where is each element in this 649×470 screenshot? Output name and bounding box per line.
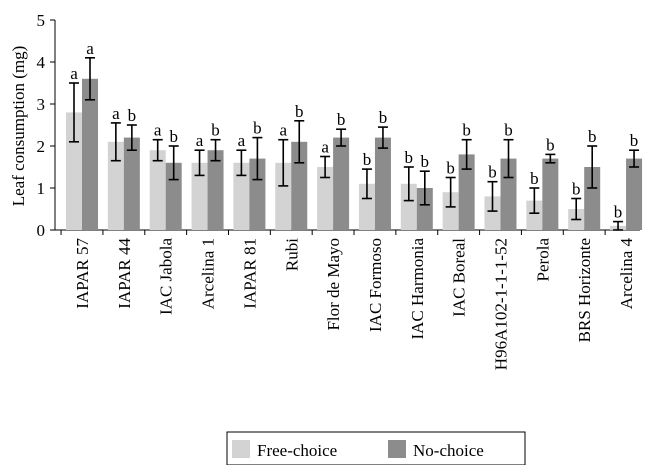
significance-letter-free-choice: a — [238, 131, 246, 150]
bar-no-choice — [123, 137, 140, 230]
y-tick-label: 1 — [37, 179, 46, 198]
bar-no-choice — [500, 158, 517, 230]
significance-letter-no-choice: a — [86, 39, 94, 58]
significance-letter-no-choice: b — [421, 152, 430, 171]
bar-free-choice — [442, 192, 459, 230]
y-tick-label: 0 — [37, 221, 46, 240]
bar-no-choice — [374, 137, 391, 230]
bar-free-choice — [526, 200, 543, 230]
significance-letter-free-choice: a — [279, 121, 287, 140]
significance-letter-no-choice: b — [379, 108, 388, 127]
category-label: Perola — [533, 238, 552, 282]
significance-letter-no-choice: b — [630, 131, 639, 150]
category-label: IAPAR 81 — [240, 238, 259, 309]
significance-letter-no-choice: b — [546, 135, 555, 154]
legend-swatch-free-choice — [232, 440, 250, 458]
category-label: IAC Boreal — [450, 238, 469, 317]
bar-no-choice — [333, 137, 350, 230]
bar-no-choice — [249, 158, 266, 230]
significance-letter-no-choice: b — [128, 106, 137, 125]
bar-free-choice — [275, 162, 292, 230]
significance-letter-free-choice: b — [530, 169, 539, 188]
y-axis-title: Leaf consumption (mg) — [9, 46, 28, 207]
significance-letter-free-choice: a — [196, 131, 204, 150]
y-tick-label: 5 — [37, 11, 46, 30]
significance-letter-free-choice: b — [363, 150, 372, 169]
category-label: H96A102-1-1-1-52 — [492, 238, 511, 370]
bar-no-choice — [542, 158, 559, 230]
legend-label-no-choice: No-choice — [413, 441, 484, 460]
bar-free-choice — [107, 141, 124, 230]
significance-letter-no-choice: b — [211, 121, 220, 140]
significance-letter-free-choice: b — [405, 148, 414, 167]
significance-letter-free-choice: b — [446, 159, 455, 178]
legend-swatch-no-choice — [388, 440, 406, 458]
bar-free-choice — [233, 162, 250, 230]
legend-label-free-choice: Free-choice — [257, 441, 337, 460]
bar-no-choice — [458, 154, 475, 230]
category-labels: IAPAR 57 IAPAR 44 IAC Jabola Arcelina 1 IAPA… — [73, 238, 636, 371]
y-tick-label: 4 — [37, 53, 46, 72]
category-label: Arcelina 4 — [617, 238, 636, 310]
significance-letter-free-choice: b — [572, 180, 581, 199]
category-label: BRS Horizonte — [575, 238, 594, 342]
legend: Free-choice No-choice — [226, 431, 526, 466]
significance-letter-free-choice: a — [112, 104, 120, 123]
significance-letter-no-choice: b — [253, 119, 262, 138]
bar-no-choice — [626, 158, 643, 230]
significance-letter-free-choice: a — [154, 121, 162, 140]
significance-letter-no-choice: b — [169, 127, 178, 146]
significance-letter-no-choice: b — [588, 127, 597, 146]
bar-free-choice — [317, 167, 334, 230]
legend-box — [226, 431, 526, 466]
category-label: IAPAR 57 — [73, 238, 92, 309]
significance-letter-no-choice: b — [462, 121, 471, 140]
bar-free-choice — [358, 183, 375, 230]
category-label: IAC Harmonia — [408, 238, 427, 340]
significance-letter-no-choice: b — [295, 102, 304, 121]
category-label: IAC Jabola — [157, 238, 176, 315]
error-bars — [69, 56, 640, 231]
bar-free-choice — [191, 162, 208, 230]
significance-letter-no-choice: b — [337, 110, 346, 129]
bar-no-choice — [82, 78, 98, 230]
bar-no-choice — [584, 167, 601, 230]
bar-free-choice — [400, 183, 417, 230]
bar-no-choice — [291, 141, 308, 230]
bars — [66, 78, 643, 230]
significance-letter-free-choice: a — [321, 138, 329, 157]
significance-letter-free-choice: b — [488, 163, 497, 182]
significance-letter-free-choice: b — [614, 203, 623, 222]
bar-free-choice — [484, 196, 501, 230]
category-label: IAC Formoso — [366, 238, 385, 332]
category-label: Arcelina 1 — [199, 238, 218, 309]
significance-letter-no-choice: b — [504, 121, 513, 140]
bar-no-choice — [416, 188, 433, 230]
bar-free-choice — [149, 150, 166, 230]
bar-no-choice — [207, 150, 224, 230]
category-label: Flor de Mayo — [324, 238, 343, 331]
significance-letter-free-choice: a — [70, 64, 78, 83]
category-label: IAPAR 44 — [115, 238, 134, 309]
y-tick-label: 2 — [37, 137, 46, 156]
y-tick-label: 3 — [37, 95, 46, 114]
category-label: Rubi — [282, 238, 301, 271]
